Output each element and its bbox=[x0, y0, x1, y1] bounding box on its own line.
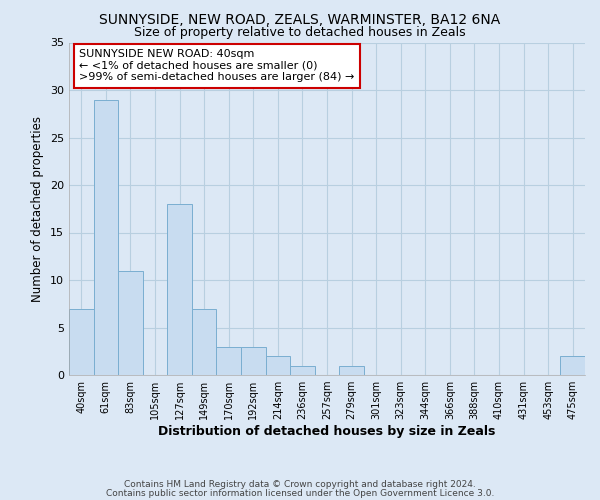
Bar bbox=[217, 346, 241, 375]
Bar bbox=[167, 204, 192, 375]
Bar bbox=[118, 270, 143, 375]
Bar bbox=[560, 356, 585, 375]
Text: SUNNYSIDE NEW ROAD: 40sqm
← <1% of detached houses are smaller (0)
>99% of semi-: SUNNYSIDE NEW ROAD: 40sqm ← <1% of detac… bbox=[79, 49, 355, 82]
Bar bbox=[290, 366, 315, 375]
Bar bbox=[241, 346, 266, 375]
Bar bbox=[266, 356, 290, 375]
Text: Size of property relative to detached houses in Zeals: Size of property relative to detached ho… bbox=[134, 26, 466, 39]
Bar bbox=[339, 366, 364, 375]
Bar bbox=[94, 100, 118, 375]
Y-axis label: Number of detached properties: Number of detached properties bbox=[31, 116, 44, 302]
Text: SUNNYSIDE, NEW ROAD, ZEALS, WARMINSTER, BA12 6NA: SUNNYSIDE, NEW ROAD, ZEALS, WARMINSTER, … bbox=[100, 12, 500, 26]
Bar bbox=[192, 308, 217, 375]
Bar bbox=[69, 308, 94, 375]
Text: Contains HM Land Registry data © Crown copyright and database right 2024.: Contains HM Land Registry data © Crown c… bbox=[124, 480, 476, 489]
X-axis label: Distribution of detached houses by size in Zeals: Distribution of detached houses by size … bbox=[158, 425, 496, 438]
Text: Contains public sector information licensed under the Open Government Licence 3.: Contains public sector information licen… bbox=[106, 488, 494, 498]
